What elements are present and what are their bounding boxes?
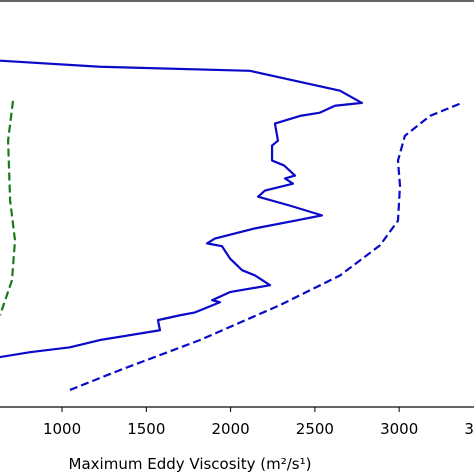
x-tick-label: 1000 xyxy=(43,420,81,438)
data-line xyxy=(0,100,17,316)
plot-frame xyxy=(0,0,474,408)
x-tick-label: 2000 xyxy=(212,420,250,438)
data-line xyxy=(0,59,364,359)
data-line xyxy=(69,101,463,391)
x-tick-label: 1500 xyxy=(127,420,165,438)
x-tick-label: 2500 xyxy=(296,420,334,438)
x-tick-label: 3000 xyxy=(380,420,418,438)
x-tick-label: 3500 xyxy=(464,420,474,438)
x-axis-label: Maximum Eddy Viscosity (m²/s¹) xyxy=(69,455,312,473)
